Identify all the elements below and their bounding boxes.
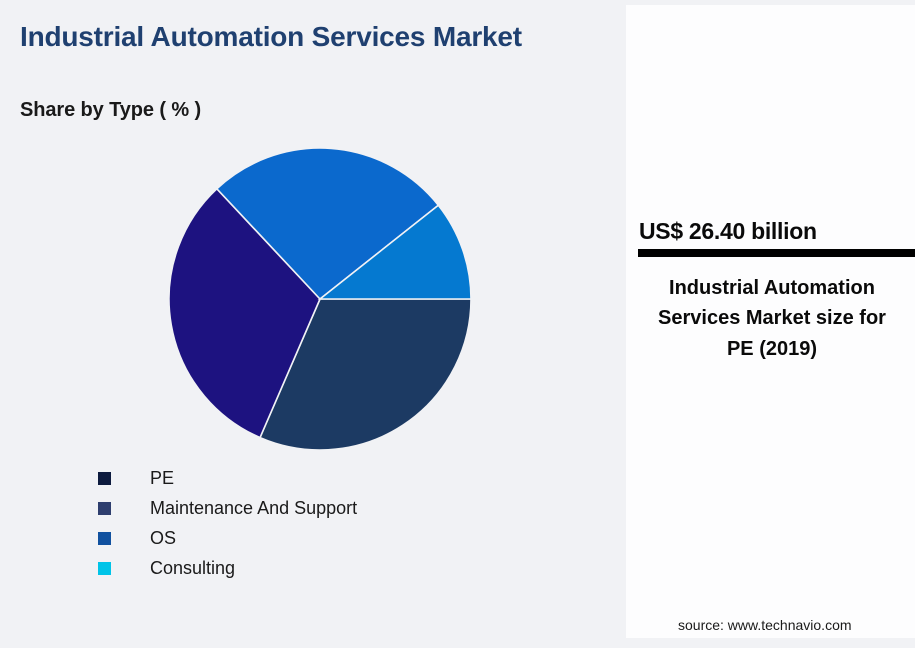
pie-slice-os[interactable]	[215, 148, 440, 301]
page-title: Industrial Automation Services Market	[20, 21, 522, 52]
legend-swatch-pe	[98, 471, 111, 485]
legend-swatch-consulting	[98, 561, 111, 575]
legend-label-maintenance-and-support: Maintenance And Support	[150, 497, 358, 518]
pie-slice-consulting[interactable]	[317, 204, 471, 300]
legend-item-pe[interactable]: PE	[98, 463, 578, 493]
legend-item-os[interactable]: OS	[98, 523, 578, 553]
pie-chart-svg	[169, 148, 471, 450]
chart-legend: PE Maintenance And Support OS Consulting	[98, 463, 578, 583]
stat-panel: US$ 26.40 billion Industrial Automation …	[626, 5, 915, 638]
legend-swatch-os	[98, 531, 111, 545]
chart-panel: Industrial Automation Services Market Sh…	[20, 21, 578, 583]
chart-subtitle: Share by Type ( % )	[20, 99, 202, 121]
legend-swatch-maintenance-and-support	[98, 501, 111, 515]
pie-slice-maintenance-and-support[interactable]	[258, 298, 471, 450]
pie-chart	[169, 148, 471, 450]
stat-caption: Industrial Automation Services Market si…	[658, 277, 886, 360]
legend-label-os: OS	[150, 527, 177, 548]
legend-item-maintenance-and-support[interactable]: Maintenance And Support	[98, 493, 578, 523]
stat-divider	[638, 249, 915, 257]
pie-slice-pe[interactable]	[169, 187, 321, 439]
source-note: source: www.technavio.com	[678, 617, 852, 633]
legend-item-consulting[interactable]: Consulting	[98, 553, 578, 583]
legend-label-consulting: Consulting	[150, 557, 236, 578]
stat-value: US$ 26.40 billion	[639, 218, 817, 244]
legend-label-pe: PE	[150, 467, 175, 488]
pie-slices	[169, 148, 471, 450]
